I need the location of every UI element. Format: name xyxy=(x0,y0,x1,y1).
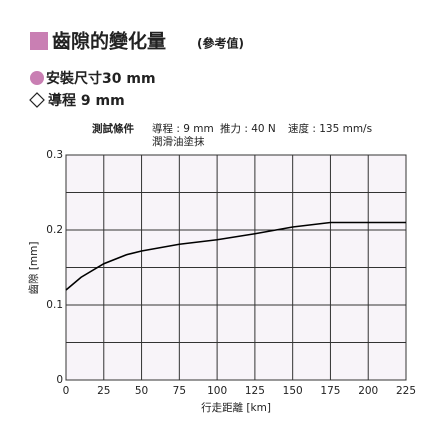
y-tick-label: 0.3 xyxy=(46,149,63,161)
x-tick-label: 0 xyxy=(63,385,70,397)
x-tick-label: 125 xyxy=(245,385,265,397)
x-tick-label: 200 xyxy=(358,385,378,397)
x-tick-label: 25 xyxy=(97,385,110,397)
y-tick-label: 0 xyxy=(56,374,63,386)
title: 齒隙的變化量 xyxy=(52,30,166,53)
condition: 導程 : 9 mm xyxy=(152,122,214,135)
x-tick-label: 50 xyxy=(135,385,148,397)
spec-marker xyxy=(29,92,45,108)
data-line xyxy=(65,221,406,291)
x-tick-label: 150 xyxy=(283,385,303,397)
condition-note: 潤滑油塗抹 xyxy=(152,135,205,148)
x-axis-label: 行走距離 [km] xyxy=(201,401,271,414)
x-tick-label: 75 xyxy=(173,385,186,397)
y-tick-label: 0.2 xyxy=(46,224,63,236)
x-tick-label: 100 xyxy=(207,385,227,397)
title-marker xyxy=(30,32,48,50)
spec-marker xyxy=(30,71,44,85)
x-tick-label: 175 xyxy=(320,385,340,397)
y-axis-label: 齒隙 [mm] xyxy=(27,242,40,295)
spec: 安裝尺寸30 mm xyxy=(46,70,156,87)
condition: 速度 : 135 mm/s xyxy=(288,122,372,135)
title-note: (參考值) xyxy=(197,36,244,51)
y-tick-label: 0.1 xyxy=(46,299,63,311)
conditions-label: 測試條件 xyxy=(92,122,134,135)
spec: 導程 9 mm xyxy=(48,92,125,109)
condition: 推力 : 40 N xyxy=(220,122,276,135)
x-tick-label: 225 xyxy=(396,385,416,397)
